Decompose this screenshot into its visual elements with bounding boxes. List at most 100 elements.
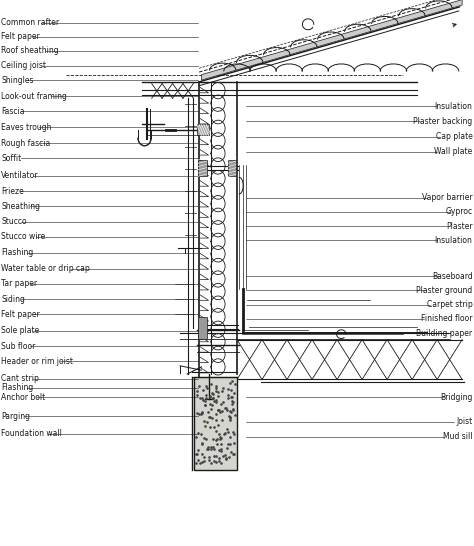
Point [217, 435, 224, 444]
Point [200, 395, 207, 404]
Text: Plaster ground: Plaster ground [416, 286, 473, 295]
Point [212, 410, 219, 419]
Point [231, 380, 238, 389]
Point [222, 454, 230, 463]
Point [206, 455, 213, 464]
Text: Mud sill: Mud sill [443, 432, 473, 441]
Polygon shape [201, 0, 462, 80]
Point [209, 435, 216, 444]
Point [207, 380, 215, 389]
Point [208, 445, 215, 454]
Text: Bridging: Bridging [440, 393, 473, 402]
Point [201, 401, 209, 410]
Point [200, 457, 208, 466]
Point [217, 447, 225, 455]
Text: Stucco: Stucco [1, 217, 27, 226]
Point [227, 413, 234, 422]
Text: Sub floor: Sub floor [1, 342, 36, 351]
Point [208, 388, 216, 397]
Point [213, 395, 220, 404]
Point [192, 433, 200, 442]
Point [224, 394, 232, 402]
Text: Cap plate: Cap plate [436, 132, 473, 141]
Point [193, 387, 201, 396]
Text: Felt paper: Felt paper [1, 32, 40, 41]
Point [202, 382, 210, 390]
Text: Building paper: Building paper [417, 329, 473, 337]
Text: Ventilator: Ventilator [1, 171, 39, 180]
Point [207, 443, 215, 452]
Point [204, 408, 212, 417]
Text: Frieze: Frieze [1, 187, 24, 195]
Text: Foundation wall: Foundation wall [1, 429, 62, 438]
Point [199, 408, 206, 417]
Text: Rough fascia: Rough fascia [1, 139, 51, 147]
Point [207, 405, 215, 414]
Point [203, 445, 210, 454]
Point [223, 424, 231, 433]
Text: Common rafter: Common rafter [1, 19, 60, 27]
Point [215, 430, 222, 438]
Point [192, 459, 200, 468]
Text: Tar paper: Tar paper [1, 280, 37, 288]
Text: Look-out framing: Look-out framing [1, 92, 67, 100]
Point [193, 449, 201, 458]
Text: Fascia: Fascia [1, 107, 25, 116]
Point [213, 436, 220, 444]
Point [207, 400, 214, 408]
Point [218, 459, 225, 467]
Point [228, 393, 235, 402]
Point [204, 444, 212, 453]
Point [227, 433, 234, 442]
Point [200, 417, 208, 425]
Point [194, 446, 202, 454]
Point [201, 396, 209, 405]
Point [224, 428, 232, 436]
Point [198, 393, 206, 402]
Point [217, 400, 225, 408]
Text: Baseboard: Baseboard [432, 272, 473, 281]
Text: Water table or drip cap: Water table or drip cap [1, 264, 90, 273]
Point [229, 397, 237, 406]
Bar [228, 160, 236, 176]
Point [210, 456, 218, 465]
Point [198, 438, 205, 447]
Point [210, 394, 217, 402]
Point [224, 384, 231, 393]
Bar [198, 160, 207, 176]
Point [212, 452, 220, 460]
Point [214, 420, 221, 429]
Point [215, 391, 222, 400]
Point [193, 409, 201, 418]
Text: Flashing: Flashing [1, 383, 34, 392]
Text: Plaster: Plaster [446, 222, 473, 230]
Point [199, 440, 206, 449]
Point [221, 404, 229, 413]
Text: Insulation: Insulation [435, 102, 473, 111]
Text: Joist: Joist [456, 417, 473, 426]
Text: Parging: Parging [1, 412, 30, 420]
Point [228, 385, 235, 394]
Point [231, 411, 239, 419]
Point [209, 413, 216, 422]
Point [216, 432, 224, 441]
Point [213, 440, 220, 449]
Text: Finished floor: Finished floor [421, 314, 473, 323]
Point [209, 390, 217, 399]
Point [196, 459, 204, 468]
Point [212, 416, 220, 424]
Point [206, 423, 213, 431]
Point [227, 379, 234, 388]
Point [213, 398, 220, 407]
Point [230, 430, 237, 438]
Text: Soffit: Soffit [1, 154, 22, 163]
Text: Flashing: Flashing [1, 248, 34, 257]
Point [227, 407, 234, 416]
Point [192, 450, 200, 459]
Point [217, 440, 224, 448]
Point [198, 408, 206, 417]
Point [205, 413, 212, 422]
Point [229, 404, 237, 413]
Point [226, 416, 234, 424]
Point [222, 429, 229, 437]
